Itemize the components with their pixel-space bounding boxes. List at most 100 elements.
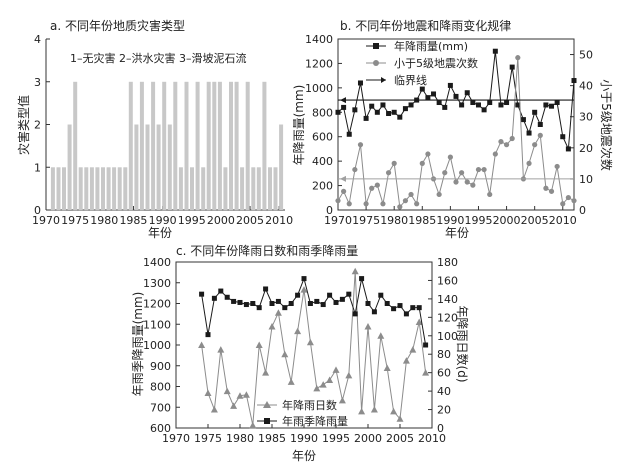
b-series-0-point [357, 80, 363, 86]
b-series-1-point [459, 170, 465, 176]
hazard-bar [190, 167, 194, 211]
b-series-0-point [459, 102, 465, 108]
y2-tick-label: 60 [437, 367, 451, 380]
b-series-0-point [515, 102, 521, 108]
panel-c-title: c. 不同年份降雨日数和雨季降雨量 [176, 243, 358, 258]
hazard-bar [145, 124, 150, 210]
x-tick-label: 1980 [226, 432, 254, 445]
b-series-1-point [402, 198, 409, 204]
b-series-1-point [532, 142, 538, 148]
hazard-bar [134, 124, 139, 210]
c-series-1-point [371, 309, 377, 315]
c-series-1-point [282, 305, 288, 311]
hazard-bar [50, 167, 55, 211]
c-series-1-point [295, 292, 301, 298]
legend-season-rain-label: 年雨季降雨量 [282, 414, 348, 428]
y-tick-label: 600 [312, 131, 333, 144]
c-series-0-point [198, 341, 206, 348]
hazard-bar [151, 81, 156, 211]
b-series-0-point [386, 111, 392, 117]
y2-tick-label: 100 [437, 330, 458, 343]
hazard-bar [67, 124, 72, 210]
b-series-3-threshold-arrow [340, 175, 346, 182]
b-series-1-point [385, 170, 392, 176]
hazard-bar [139, 81, 144, 211]
x-tick-label: 1970 [162, 432, 190, 445]
hazard-bar [279, 124, 284, 210]
hazard-bar [162, 81, 167, 211]
c-series-0-point [338, 396, 346, 404]
b-series-1-point [414, 201, 420, 207]
x-tick-label: 1980 [90, 214, 118, 227]
b-series-0-point [346, 131, 352, 137]
b-series-2-threshold-arrow [340, 97, 346, 104]
c-series-1-point [410, 305, 416, 311]
y-tick-label: 1200 [305, 57, 333, 70]
y-tick-label: 1 [34, 161, 41, 174]
c-series-0-point [217, 346, 225, 353]
hazard-bar [95, 167, 100, 211]
y2-tick-label: 20 [579, 142, 593, 155]
b-series-0-point [425, 95, 431, 101]
x-tick-label: 1990 [290, 432, 318, 445]
y-tick-label: 1100 [143, 318, 171, 331]
b-series-1-point [357, 142, 364, 148]
b-series-1-point [554, 163, 560, 170]
b-series-1-point [352, 166, 358, 173]
c-series-0-point [383, 364, 391, 372]
c-series-1-point [243, 302, 249, 308]
b-series-0-point [571, 78, 577, 84]
hazard-bar [229, 81, 233, 211]
b-series-1-point [346, 201, 352, 207]
y-tick-label: 700 [150, 401, 171, 414]
x-tick-label: 1995 [178, 214, 206, 227]
c-series-0-point [422, 369, 430, 376]
b-series-0-point [374, 109, 380, 115]
c-series-1-point [339, 296, 345, 302]
b-series-1-point [498, 139, 504, 145]
b-series-1-point [408, 191, 414, 198]
y-tick-label: 800 [312, 106, 333, 119]
panel-c-y-axis-label: 年雨季降雨量(mm) [131, 292, 145, 397]
b-series-0-point [549, 103, 555, 109]
y-tick-label: 600 [150, 422, 171, 435]
x-tick-label: 2010 [418, 432, 446, 445]
b-series-1-point [380, 201, 386, 207]
panel-c-x-axis-label: 年份 [292, 449, 316, 463]
b-series-1-point [464, 179, 470, 185]
y-tick-label: 0 [34, 204, 41, 217]
b-series-0-point [481, 107, 487, 113]
c-series-0-point [210, 406, 218, 413]
x-tick-label: 1990 [149, 214, 177, 227]
c-series-0-point [306, 338, 314, 346]
b-series-1-point [425, 151, 431, 157]
b-series-0-point [341, 104, 347, 110]
panel-c-series [198, 267, 430, 429]
hazard-bar [173, 81, 178, 211]
y2-tick-label: 40 [437, 385, 451, 398]
x-tick-label: 1975 [61, 214, 89, 227]
b-series-1-point [548, 188, 555, 194]
hazard-bar [234, 81, 239, 211]
hazard-bar [217, 81, 222, 211]
panel-a-hazard-type-chart: a. 不同年份地质灾害类型 1–无灾害 2–洪水灾害 3–滑坡泥石流 灾害类型值… [16, 18, 293, 240]
c-series-1-point [333, 299, 339, 305]
hazard-bar [56, 167, 61, 211]
c-series-1-point [307, 301, 313, 306]
legend-raindays-label: 年降雨日数 [282, 398, 337, 412]
b-series-1-point [419, 160, 425, 166]
y-tick-label: 1000 [143, 339, 171, 352]
b-series-0-point [560, 134, 566, 140]
y-tick-label: 2 [34, 119, 41, 132]
c-series-1-line [201, 276, 427, 346]
legend-rain-label: 年降雨量(mm) [394, 39, 468, 53]
b-series-0-point [442, 104, 448, 110]
legend-threshold-arrow [381, 77, 386, 83]
y2-tick-label: 40 [579, 80, 593, 93]
c-series-0-point [396, 415, 404, 422]
panel-c-y2-axis-label: 年降雨日数(d) [455, 306, 470, 383]
y-tick-label: 1200 [143, 298, 171, 311]
y-tick-label: 800 [150, 381, 171, 394]
legend-raindays-marker [263, 401, 271, 408]
